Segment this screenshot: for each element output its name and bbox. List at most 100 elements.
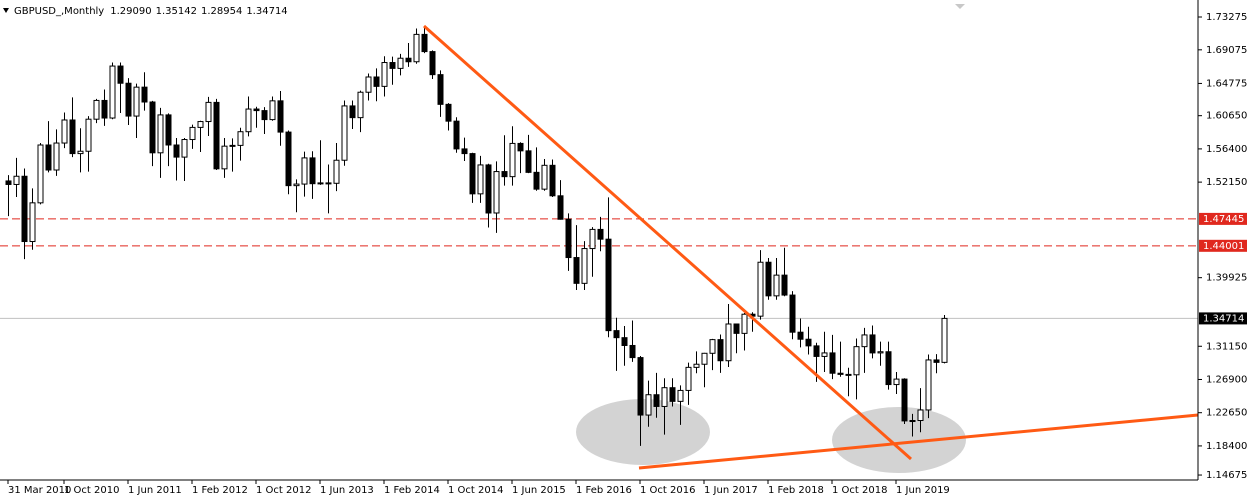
menu-icon[interactable] (3, 8, 9, 13)
last-price-label: 1.34714 (1203, 313, 1244, 324)
candle-body (837, 372, 844, 375)
x-tick-label: 1 Jun 2013 (320, 485, 374, 496)
candle-body (157, 114, 164, 154)
trendline (638, 413, 1199, 470)
x-tick-label: 1 Oct 2014 (448, 485, 503, 496)
candle-body (429, 51, 436, 76)
x-tick-label: 1 Feb 2014 (384, 485, 440, 496)
candle-body (221, 145, 228, 170)
candle-body (541, 164, 548, 190)
candle-body (573, 257, 580, 284)
candle-body (413, 33, 420, 63)
y-tick-label: 1.52150 (1206, 177, 1247, 188)
candle-body (581, 248, 588, 284)
candle-body (493, 171, 500, 214)
candle-body (477, 164, 484, 195)
x-tick-label: 1 Oct 2012 (256, 485, 311, 496)
y-tick-label: 1.26900 (1206, 374, 1247, 385)
candle-body (669, 387, 676, 402)
candle-body (445, 103, 452, 122)
candle-body (285, 131, 292, 187)
candle-body (189, 126, 196, 141)
candle-body (397, 57, 404, 69)
candle-body (13, 175, 20, 185)
x-tick-label: 1 Jun 2017 (704, 485, 758, 496)
candle-body (629, 344, 636, 359)
candle-body (797, 331, 804, 340)
candle-body (805, 338, 812, 347)
candle-body (53, 142, 60, 171)
candle-body (293, 183, 300, 187)
candle-body (261, 110, 268, 121)
candle-body (173, 144, 180, 158)
zone-ellipse (832, 407, 966, 473)
y-tick-label: 1.73275 (1206, 12, 1247, 23)
candle-body (469, 153, 476, 195)
candle-body (725, 323, 732, 362)
candle-body (229, 144, 236, 147)
candle-body (525, 150, 532, 173)
y-tick-label: 1.31150 (1206, 341, 1247, 352)
candle-body (741, 313, 748, 334)
candle-body (325, 182, 332, 185)
x-tick-label: 1 Feb 2016 (576, 485, 632, 496)
candle-body (245, 108, 252, 133)
y-tick-label: 1.22650 (1206, 408, 1247, 419)
candle-body (29, 202, 36, 243)
y-tick-label: 1.39925 (1206, 273, 1247, 284)
level-label-bg (1199, 212, 1247, 225)
candle-body (93, 99, 100, 120)
candle-body (141, 86, 148, 103)
candle-body (821, 352, 828, 357)
candle-body (389, 62, 396, 69)
level-label: 1.47445 (1203, 214, 1244, 225)
candle-body (685, 366, 692, 391)
y-tick-label: 1.64775 (1206, 78, 1247, 89)
candle-body (637, 357, 644, 416)
candle-body (269, 100, 276, 121)
candle-body (181, 139, 188, 158)
candle-body (597, 228, 604, 240)
candle-body (765, 261, 772, 297)
candle-body (813, 345, 820, 357)
candle-body (357, 91, 364, 119)
high-value: 1.35142 (156, 6, 197, 17)
x-tick-label: 1 Jun 2019 (896, 485, 950, 496)
candle-body (85, 118, 92, 152)
candle-body (661, 387, 668, 407)
candle-body (501, 171, 508, 178)
candle-body (277, 100, 284, 133)
candle-body (677, 389, 684, 402)
candle-body (645, 394, 652, 416)
close-value: 1.34714 (246, 6, 287, 17)
candle-body (453, 120, 460, 150)
candle-body (773, 274, 780, 297)
candle-body (733, 323, 740, 334)
candle-body (853, 346, 860, 376)
y-tick-label: 1.18400 (1206, 441, 1247, 452)
y-tick-label: 1.14675 (1206, 470, 1247, 481)
candle-body (533, 171, 540, 190)
candle-body (829, 352, 836, 374)
candle-body (485, 164, 492, 214)
y-tick-label: 1.69075 (1206, 45, 1247, 56)
open-value: 1.29090 (110, 6, 151, 17)
x-tick-label: 1 Feb 2012 (192, 485, 248, 496)
candle-body (373, 76, 380, 87)
shift-marker (955, 4, 965, 9)
candle-body (861, 334, 868, 348)
candle-body (309, 157, 316, 185)
x-tick-label: 1 Feb 2018 (768, 485, 824, 496)
candle-body (757, 261, 764, 317)
candle-body (381, 62, 388, 87)
candle-body (317, 182, 324, 185)
candle-body (109, 65, 116, 119)
candle-body (509, 142, 516, 178)
candle-body (653, 394, 660, 407)
candle-body (621, 337, 628, 346)
candle-body (253, 108, 260, 112)
candle-body (237, 131, 244, 146)
candle-body (701, 352, 708, 365)
candle-body (517, 142, 524, 152)
